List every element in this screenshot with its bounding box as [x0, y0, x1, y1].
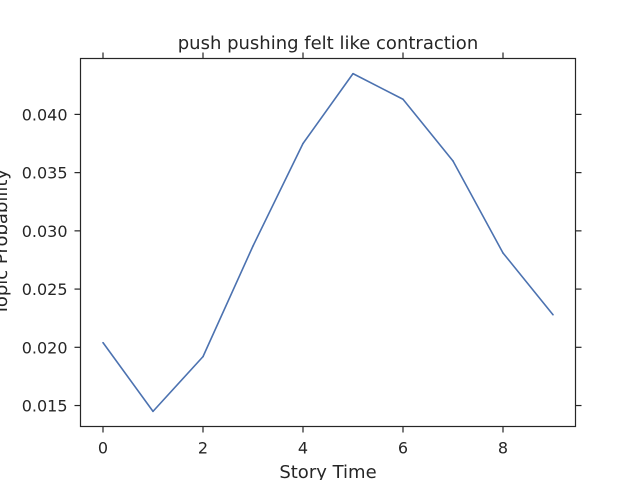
- data-point-0-7: [452, 160, 454, 162]
- x-tick-label-4: 8: [498, 439, 508, 458]
- x-tick-label-0: 0: [98, 439, 108, 458]
- data-point-0-2: [202, 355, 204, 358]
- data-point-0-3: [252, 245, 254, 247]
- x-tick-label-3: 6: [398, 439, 408, 458]
- data-point-0-6: [402, 98, 404, 101]
- data-point-0-9: [552, 313, 554, 316]
- series-layer: [102, 72, 554, 413]
- y-tick-label-2: 0.025: [22, 280, 68, 299]
- y-tick-label-3: 0.030: [22, 222, 68, 241]
- y-tick-label-5: 0.040: [22, 105, 68, 124]
- x-tick-label-2: 4: [298, 439, 308, 458]
- data-point-0-4: [302, 142, 304, 145]
- series-line-0: [102, 72, 554, 413]
- data-point-0-1: [152, 410, 154, 413]
- x-axis-title: Story Time: [279, 462, 376, 480]
- y-tick-label-4: 0.035: [22, 164, 68, 183]
- y-axis-title: Topic Probability: [0, 169, 12, 316]
- chart-title: push pushing felt like contraction: [178, 33, 478, 54]
- x-tick-label-1: 2: [198, 439, 208, 458]
- data-point-0-0: [102, 341, 104, 344]
- data-point-0-5: [352, 72, 354, 75]
- y-axis-ticks: 0.015 0.020 0.025 0.030 0.035 0.040: [22, 105, 582, 416]
- y-tick-label-0: 0.015: [22, 397, 68, 416]
- y-tick-label-1: 0.020: [22, 338, 68, 357]
- data-point-0-8: [502, 252, 504, 254]
- x-axis-ticks: 0 2 4 6 8: [98, 52, 508, 458]
- plot-area: [79, 57, 577, 428]
